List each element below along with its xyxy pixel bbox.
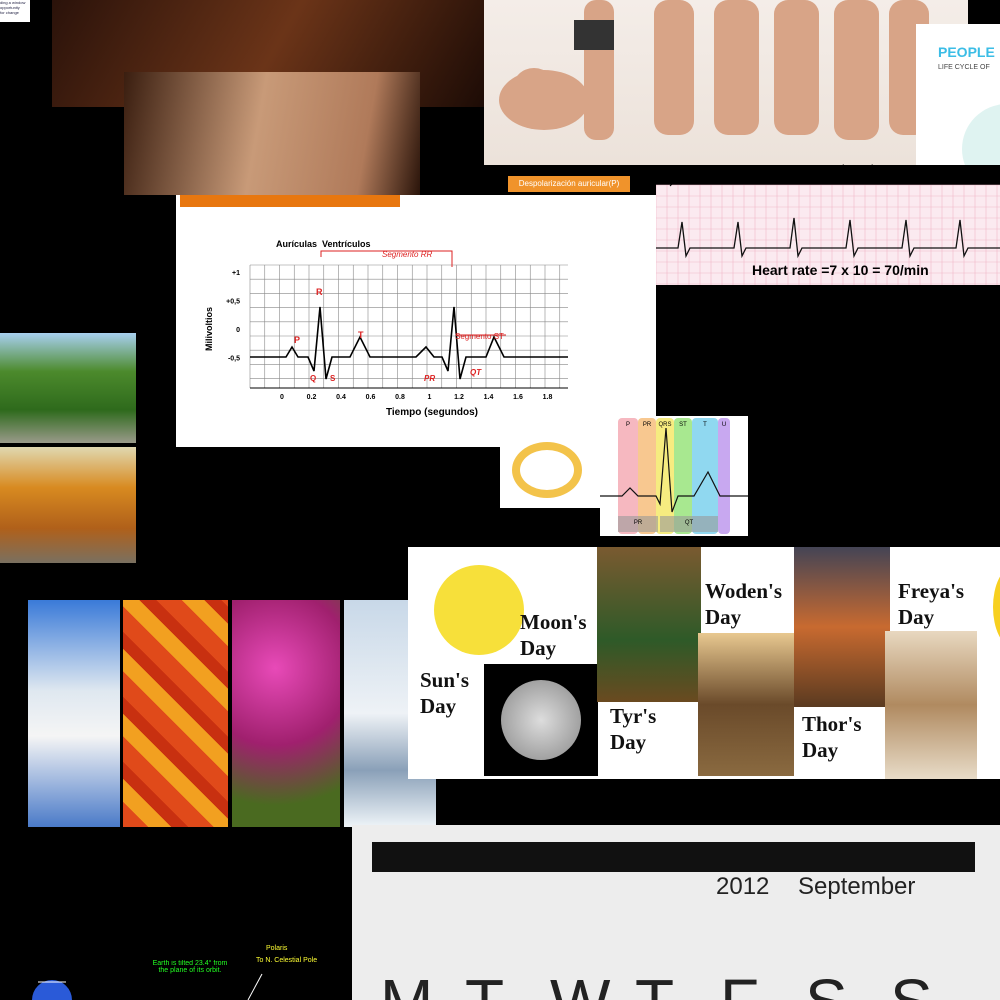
autumn-leaves-photo	[123, 600, 228, 827]
figures	[499, 0, 929, 140]
tyr-image	[597, 547, 701, 702]
calendar-year: 2012	[716, 873, 770, 900]
note-line: for change	[0, 10, 19, 15]
y-tick-label: 0	[236, 327, 240, 334]
weekday-letter: M	[380, 965, 433, 1000]
spring-photo	[28, 600, 120, 827]
label: Segmento RR	[382, 250, 432, 259]
moon-photo	[484, 664, 598, 776]
caption: 3 second marks	[792, 162, 884, 177]
x-tick-label: 0.4	[336, 394, 346, 401]
day-label: Thor's Day	[802, 712, 862, 762]
flower-photo	[232, 600, 340, 827]
cell-cycle-image	[500, 430, 600, 508]
x-tick-label: 1.6	[513, 394, 523, 401]
pqrst-trace	[600, 427, 748, 513]
band	[618, 516, 658, 532]
x-tick-label: 1	[428, 394, 432, 401]
people-card: PEOPLE LIFE CYCLE OF	[916, 24, 1000, 165]
y-tick-label: +0,5	[226, 299, 240, 306]
cycle-ring	[512, 442, 582, 498]
band-label: PR	[643, 422, 652, 428]
note-line: ding a window	[0, 0, 26, 5]
x-tick-label: 0.8	[395, 394, 405, 401]
weekday-letter: T	[465, 965, 504, 1000]
band-label: P	[626, 422, 630, 428]
band	[618, 418, 638, 534]
wave-label: P	[294, 335, 300, 345]
sun-icon	[993, 567, 1000, 647]
weekday-gods-image: Sun's Day Moon's Day Tyr's Day Woden's D…	[408, 547, 1000, 779]
weekday-letter: W	[550, 965, 610, 1000]
weekday-letter: F	[720, 965, 759, 1000]
x-tick-label: 0.6	[366, 394, 376, 401]
sun-icon	[434, 565, 524, 655]
decor-circle	[962, 104, 1000, 165]
weekday-letter: S	[805, 965, 848, 1000]
band	[718, 418, 730, 534]
weekday-letter: T	[635, 965, 674, 1000]
freya-image	[885, 631, 977, 779]
wave-label: T	[358, 330, 364, 340]
earth-diagram: Earth is tilted 23.4° from the plane of …	[32, 945, 317, 1000]
life-stages-photo	[484, 0, 968, 165]
band-label: U	[722, 422, 726, 428]
wave-label: PR	[424, 374, 435, 383]
x-tick-label: 1.2	[454, 394, 464, 401]
ecg-trace	[250, 306, 568, 380]
note-card: ding a window opportunity for change	[0, 0, 30, 22]
weekday-letter: S	[890, 965, 933, 1000]
x-tick-label: 1.4	[484, 394, 494, 401]
label: Polaris	[266, 945, 288, 952]
day-label: Woden's Day	[705, 579, 783, 629]
band-label: T	[703, 422, 707, 428]
card-title: PEOPLE	[938, 44, 995, 60]
band-label: QRS	[658, 422, 671, 428]
x-tick-label: 1.8	[543, 394, 553, 401]
heart-strip: 3 second marks Heart rate =7 x 10 = 70/m…	[656, 162, 1000, 285]
label: Aurículas	[276, 239, 317, 249]
note-line: opportunity	[0, 5, 20, 10]
day-label: Sun's Day	[420, 668, 470, 718]
band-label: ST	[679, 422, 687, 428]
wave-label: QT	[470, 368, 482, 377]
calendar-bar	[372, 842, 975, 872]
band	[674, 418, 692, 534]
label: Ventrículos	[322, 239, 371, 249]
day-label: Moon's Day	[520, 610, 587, 660]
pqrst-diagram: P PR QRS ST T U PR QT	[600, 416, 748, 536]
summer-trees-photo	[0, 333, 136, 443]
band-label: QT	[685, 520, 694, 526]
autumn-trees-photo	[0, 447, 136, 563]
x-tick-label: 0	[280, 394, 284, 401]
calendar-photo: 2012 September MTWTFSS	[352, 825, 1000, 1000]
card-subtitle: LIFE CYCLE OF	[938, 64, 990, 71]
y-tick-label: -0,5	[228, 356, 240, 363]
woden-image	[794, 547, 890, 707]
day-label: Freya's Day	[898, 579, 965, 629]
wave-label: R	[316, 287, 323, 297]
band-label: PR	[634, 520, 643, 526]
wave-label: Q	[310, 374, 316, 383]
thor-image	[698, 633, 794, 776]
y-tick-label: +1	[232, 270, 240, 277]
label: Segmento ST	[455, 332, 504, 341]
strip-trace	[656, 217, 1000, 259]
x-tick-label: 0.2	[307, 394, 317, 401]
label: To N. Celestial Pole	[256, 957, 317, 964]
arm-photo	[124, 72, 420, 195]
tilt-note: Earth is tilted 23.4° from the plane of …	[152, 960, 228, 974]
band	[660, 516, 718, 532]
band	[638, 418, 656, 534]
axis-label: Tiempo (segundos)	[386, 407, 478, 418]
ecg-diagram: Aurículas Ventrículos Segmento RR Segmen…	[176, 195, 656, 447]
legend-button: Despolarización auricular(P)	[508, 176, 630, 192]
formula: Heart rate =7 x 10 = 70/min	[752, 262, 929, 278]
day-label: Tyr's Day	[610, 704, 657, 754]
wave-label: S	[330, 374, 336, 383]
axis-label: Milivoltios	[204, 307, 214, 351]
calendar-month: September	[798, 873, 916, 900]
